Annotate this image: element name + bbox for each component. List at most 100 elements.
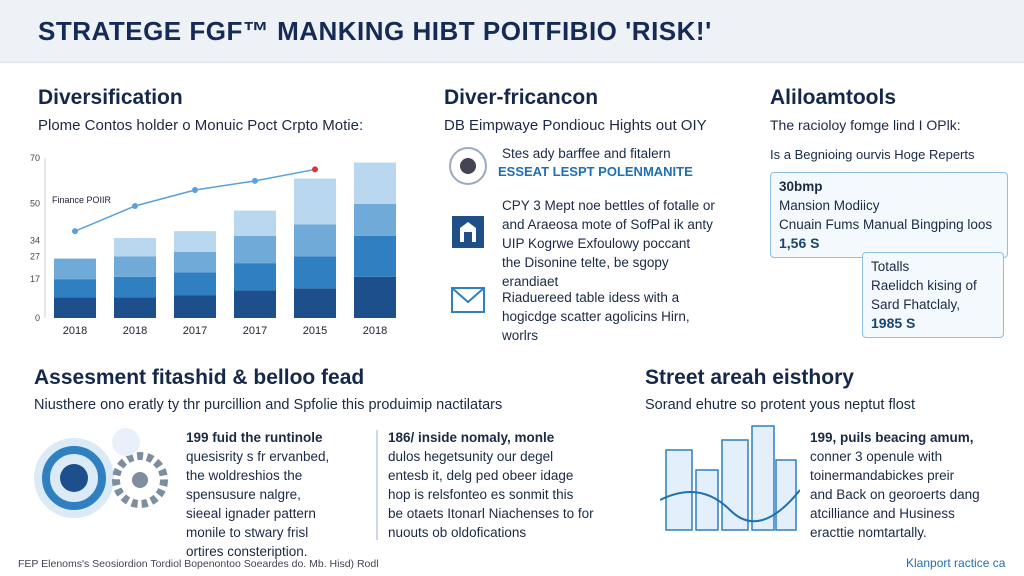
x-tick-label: 2018 bbox=[363, 325, 387, 337]
text-line: quesisrity s fr ervanbed, bbox=[186, 449, 330, 464]
bar-segment bbox=[114, 276, 156, 298]
text-line: be otaets Itonarl Niachenses to for bbox=[388, 506, 594, 521]
y-tick-label: 17 bbox=[30, 274, 40, 284]
section-title: Street areah eisthory bbox=[645, 366, 854, 389]
text-line: Totalls bbox=[871, 259, 910, 274]
city bbox=[660, 425, 800, 531]
text-line: 30bmp bbox=[779, 179, 823, 194]
series-label: Finance POIIR bbox=[52, 195, 112, 205]
bar-segment bbox=[234, 263, 276, 291]
paragraph: 186/ inside nomaly, monle dulos hegetsuni… bbox=[388, 428, 594, 542]
highlight: ESSEAT LESPT POLENMANITE bbox=[498, 164, 693, 179]
section-title: Assesment fitashid & belloo fead bbox=[34, 366, 365, 389]
footer-text: FEP Elenoms's Seosiordion Tordiol Bopeno… bbox=[18, 558, 379, 570]
section-subtitle: Plome Contos holder o Monuic Poct Crpto … bbox=[38, 117, 364, 134]
text-line: the woldreshios the bbox=[186, 468, 303, 483]
text-line: Cnuain Fums Manual Bingping loos bbox=[779, 217, 993, 232]
bar-segment bbox=[54, 297, 96, 318]
text-line: 199, puils beacing amum, bbox=[810, 430, 974, 445]
text-line: ortires consteription. bbox=[186, 544, 308, 559]
icons bbox=[449, 147, 487, 313]
text-line: dulos hegetsunity our degel bbox=[388, 449, 554, 464]
divider bbox=[376, 430, 378, 540]
text-line: eracttie nomtartally. bbox=[810, 525, 927, 540]
text-line: CPY 3 Mept noe bettles of fotalle or bbox=[502, 198, 715, 213]
text-line: Stes ady barffee and fitalern bbox=[502, 146, 671, 161]
item-text: Riaduereed table idess with a hogicdge sc… bbox=[502, 288, 690, 345]
trend-point bbox=[132, 203, 138, 209]
bar-segment bbox=[114, 256, 156, 277]
y-tick-label: 0 bbox=[35, 313, 40, 323]
bar-segment bbox=[234, 290, 276, 318]
gears bbox=[34, 428, 168, 518]
text-line: toinermandabickes preir bbox=[810, 468, 955, 483]
bar-segment bbox=[174, 251, 216, 273]
bar-segment bbox=[114, 238, 156, 257]
bar-segment bbox=[234, 210, 276, 236]
text-line: Mansion Modiicy bbox=[779, 198, 880, 213]
note: Is a Begnioing ourvis Hoge Reperts bbox=[770, 147, 975, 162]
x-tick-label: 2018 bbox=[63, 325, 87, 337]
text-line: atcilliance and Husiness bbox=[810, 506, 955, 521]
section-subtitle: DB Eimpwaye Pondiouc Hights out OIY bbox=[444, 117, 707, 134]
bar-segment bbox=[174, 231, 216, 252]
section-title: Diver-fricancon bbox=[444, 86, 599, 109]
section-title: Aliloamtools bbox=[770, 86, 897, 109]
y-tick-label: 50 bbox=[30, 199, 40, 209]
bar-segment bbox=[354, 162, 396, 204]
text-line: sieeal ignader pattern bbox=[186, 506, 316, 521]
y-tick-label: 70 bbox=[30, 153, 40, 163]
text-line: worlrs bbox=[502, 328, 538, 343]
y-tick-label: 34 bbox=[30, 235, 40, 245]
text-line: and Back on georoerts dang bbox=[810, 487, 980, 502]
item-text: Stes ady barffee and fitalern bbox=[502, 144, 671, 163]
card: Totalls Raelidch kising of Sard Fhatclaly,… bbox=[862, 252, 1004, 338]
section-title: Diversification bbox=[38, 86, 183, 109]
trend-point bbox=[72, 228, 78, 235]
text-line: 1,56 S bbox=[779, 235, 820, 251]
text-line: monile to stwary frisl bbox=[186, 525, 309, 540]
text-line: Riaduereed table idess with a bbox=[502, 290, 680, 305]
text-line: 199 fuid the runtinole bbox=[186, 430, 323, 445]
bar-segment bbox=[54, 279, 96, 298]
text-line: 186/ inside nomaly, monle bbox=[388, 430, 555, 445]
paragraph: 199 fuid the runtinole quesisrity s fr er… bbox=[186, 428, 329, 561]
text-line: 1985 S bbox=[871, 315, 916, 331]
item-text: CPY 3 Mept noe bettles of fotalle or and … bbox=[502, 196, 715, 291]
text-line: the Disonine telte, be sgopy bbox=[502, 255, 669, 270]
bar-segment bbox=[294, 224, 336, 257]
text-line: erandiaet bbox=[502, 274, 559, 289]
x-tick-label: 2017 bbox=[183, 325, 207, 337]
x-tick-label: 2015 bbox=[303, 325, 327, 337]
text-line: Raelidch kising of bbox=[871, 278, 977, 293]
bar-segment bbox=[54, 258, 96, 280]
page-title: STRATEGE FGF™ MANKING HIBT POITFIBIO 'RI… bbox=[38, 16, 712, 46]
trend-point bbox=[192, 187, 198, 193]
section-subtitle: Sorand ehutre so protent yous neptut flo… bbox=[645, 397, 916, 413]
x-tick-label: 2017 bbox=[243, 325, 267, 337]
y-tick-label: 27 bbox=[30, 251, 40, 261]
bar-segment bbox=[354, 203, 396, 236]
text-line: UIP Kogrwe Exfoulowy poccant bbox=[502, 236, 691, 251]
bar-segment bbox=[114, 297, 156, 318]
header bbox=[0, 0, 1024, 63]
bar-segment bbox=[294, 178, 336, 225]
trend-point bbox=[252, 177, 258, 184]
bar-segment bbox=[174, 272, 216, 296]
bar-segment bbox=[174, 295, 216, 318]
bar-segment bbox=[354, 276, 396, 318]
text-line: hop is relsfonteo es sonmit this bbox=[388, 487, 574, 502]
text-line: hogicdge scatter agolicins Hirn, bbox=[502, 309, 690, 324]
bar-segment bbox=[294, 288, 336, 318]
paragraph: 199, puils beacing amum, conner 3 openule… bbox=[810, 428, 980, 542]
text-line: conner 3 openule with bbox=[810, 449, 943, 464]
card: 30bmp Mansion Modiicy Cnuain Fums Manual B… bbox=[770, 172, 1008, 258]
text-line: Sard Fhatclaly, bbox=[871, 297, 961, 312]
trend-point bbox=[312, 166, 318, 173]
chart: 0 17 27 34 50 70 2018 2018 2017 2017 2015 2018 Finan… bbox=[30, 153, 396, 337]
text-line: spensusure nalgre, bbox=[186, 487, 301, 502]
footer-link[interactable]: Klanport ractice ca bbox=[906, 556, 1006, 570]
text-line: nuouts ob oldofications bbox=[388, 525, 527, 540]
text-line: and Araeosa mote of SofPal ik anty bbox=[502, 217, 713, 232]
